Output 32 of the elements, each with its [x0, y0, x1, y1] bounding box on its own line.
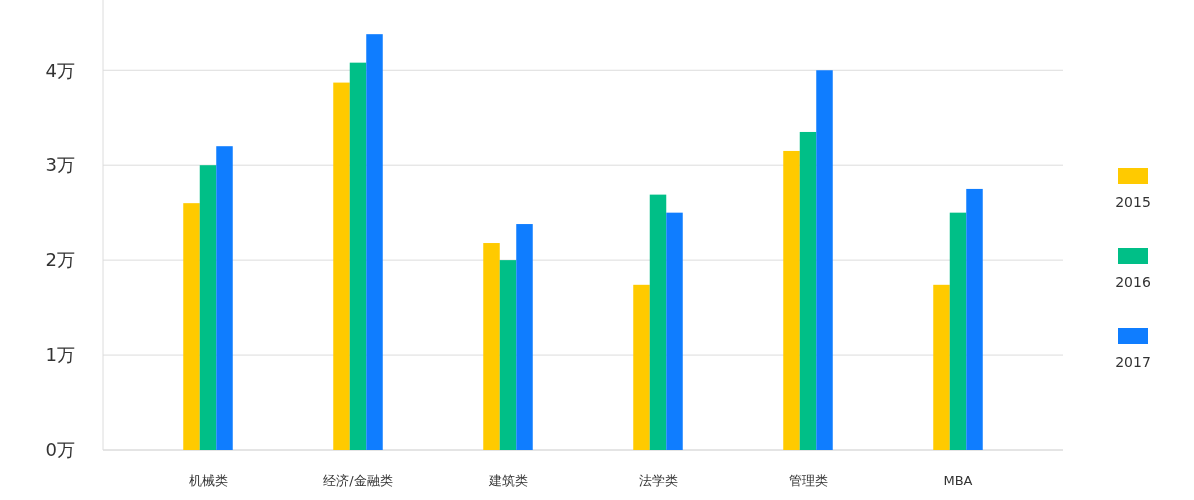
bar [183, 203, 200, 450]
y-tick-label: 2万 [45, 249, 75, 271]
x-tick-label: 法学类 [638, 473, 678, 488]
bar [799, 131, 817, 450]
bar [216, 146, 233, 450]
x-tick-label: 管理类 [788, 473, 828, 488]
bar [649, 194, 667, 450]
bar [949, 212, 967, 450]
bar [666, 212, 683, 450]
y-tick-label: 1万 [45, 344, 75, 366]
bar [516, 224, 533, 450]
bar [933, 284, 950, 450]
bar [366, 34, 383, 450]
x-tick-label: MBA [943, 473, 973, 488]
bar [783, 150, 800, 450]
bar [633, 284, 650, 450]
bar [483, 243, 500, 450]
x-tick-label: 机械类 [188, 473, 228, 488]
bar [499, 260, 517, 450]
bar [349, 62, 367, 450]
y-tick-label: 4万 [45, 59, 75, 81]
x-tick-label: 建筑类 [487, 473, 528, 488]
x-tick-label: 经济/金融类 [323, 473, 393, 488]
bar [816, 70, 833, 450]
y-tick-label: 0万 [45, 439, 75, 461]
legend-label: 2017 [1115, 354, 1151, 370]
bar [199, 165, 217, 450]
bar [333, 82, 350, 450]
bar [966, 188, 983, 450]
legend-label: 2016 [1115, 274, 1151, 290]
legend-label: 2015 [1115, 194, 1151, 210]
y-tick-label: 3万 [45, 154, 75, 176]
